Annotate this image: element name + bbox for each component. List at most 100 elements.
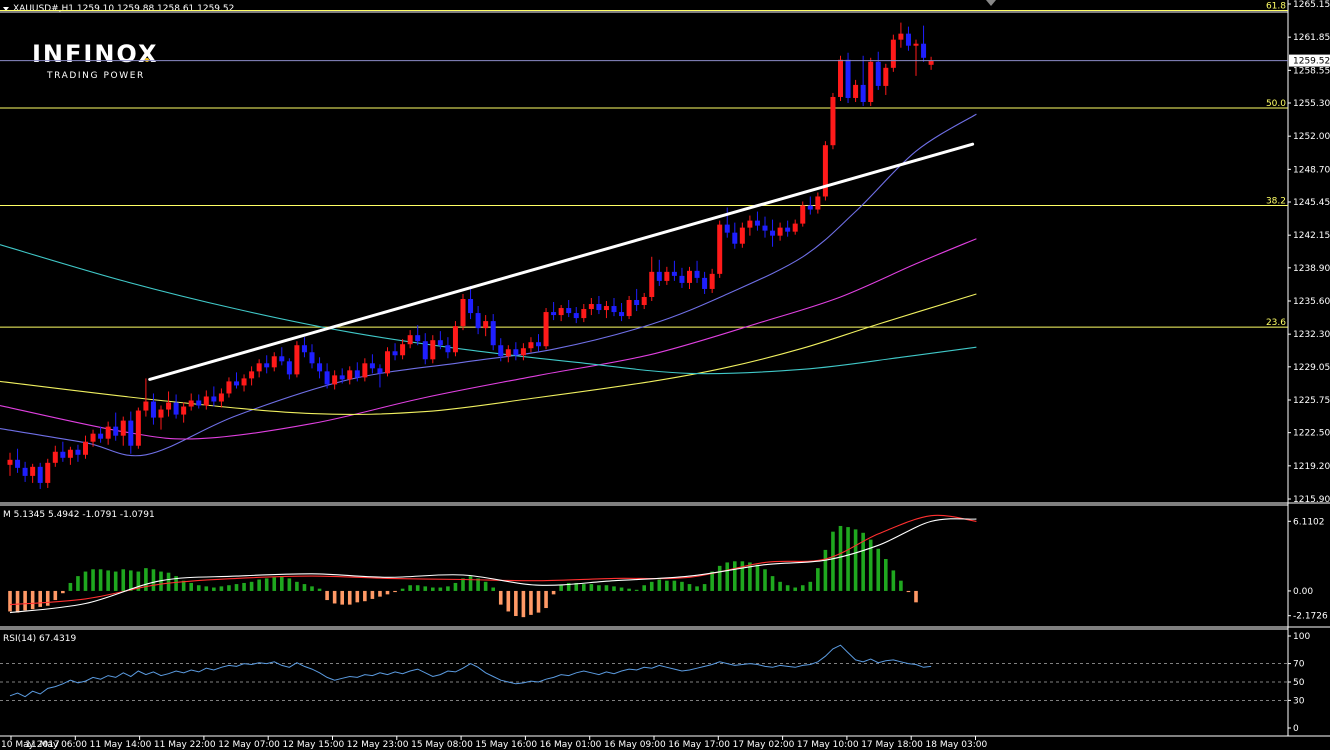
macd-histogram-bar [325, 590, 329, 601]
macd-histogram-bar [831, 531, 835, 591]
candle-body [649, 271, 655, 297]
macd-histogram-bar [227, 585, 231, 591]
candle-body [581, 309, 587, 319]
fib-level-label: 61.8 [1266, 2, 1286, 12]
time-tick-label: 17 May 18:00 [861, 740, 923, 750]
candle-body [838, 59, 843, 97]
rsi-tick-label: 70 [1293, 660, 1305, 670]
time-tick-label: 11 May 22:00 [154, 740, 216, 750]
candle-body [415, 335, 421, 342]
price-tick-label: 1265.15 [1293, 0, 1330, 10]
candle-body [150, 401, 156, 418]
macd-histogram-bar [680, 581, 684, 591]
candle-body [67, 449, 73, 458]
price-tick-label: 1222.50 [1293, 429, 1330, 439]
candle-body [475, 313, 481, 329]
candle-body [543, 312, 549, 347]
candle-body [377, 368, 383, 374]
candle-body [30, 466, 36, 476]
macd-histogram-bar [740, 561, 745, 591]
candle-body [294, 345, 300, 375]
candle-body [354, 370, 360, 378]
candle-body [324, 371, 330, 385]
macd-signal-line [9, 514, 977, 606]
candle-body [875, 61, 881, 86]
macd-histogram-bar [91, 569, 95, 591]
candle-body [249, 371, 255, 379]
time-tick-label: 11 May 14:00 [90, 740, 152, 750]
macd-histogram-bar [906, 590, 911, 593]
triangle-down-icon[interactable] [3, 7, 9, 11]
candle-body [203, 396, 209, 406]
macd-histogram-bar [98, 569, 103, 591]
candle-body [770, 230, 776, 236]
macd-histogram-bar [106, 570, 110, 591]
candle-body [437, 340, 443, 346]
macd-header-text: M 5.1345 5.4942 -1.0791 -1.0791 [3, 510, 155, 520]
candle-body [181, 406, 187, 415]
candle-body [90, 433, 96, 442]
current-price-label: 1259.52 [1293, 57, 1330, 67]
macd-histogram-bar [566, 582, 571, 591]
macd-histogram-bar [415, 585, 420, 591]
macd-histogram-bar [755, 564, 760, 591]
macd-histogram-bar [378, 590, 382, 597]
macd-histogram-bar [121, 569, 126, 591]
price-tick-label: 1255.30 [1293, 99, 1330, 109]
macd-histogram-bar [453, 582, 458, 591]
candle-body [7, 459, 13, 465]
macd-histogram-bar [30, 590, 35, 610]
macd-histogram-bar [446, 586, 450, 591]
macd-histogram-bar [717, 565, 722, 591]
macd-histogram-bar [642, 585, 646, 591]
rsi-axis: 100 70 50 30 0 [1288, 632, 1310, 734]
candle-body [860, 84, 866, 102]
macd-histogram-bar [272, 577, 277, 591]
macd-histogram-bar [423, 586, 428, 591]
macd-histogram-bar [899, 580, 903, 591]
time-tick-label: 15 May 08:00 [411, 740, 473, 750]
candle-body [536, 342, 541, 347]
price-tick-label: 1252.00 [1293, 132, 1330, 142]
price-tick-label: 1225.75 [1293, 396, 1330, 406]
candle-body [460, 298, 466, 327]
macd-histogram-bar [491, 587, 495, 591]
candle-body [256, 363, 262, 372]
candle-body [754, 220, 760, 226]
candle-body [264, 363, 270, 368]
candle-body [573, 313, 579, 319]
candle-body [369, 363, 375, 369]
candle-body [905, 33, 911, 46]
macd-histogram-bar [846, 527, 850, 591]
trendline[interactable] [148, 142, 975, 381]
candle-body [226, 381, 232, 394]
macd-histogram-bar [45, 590, 50, 606]
macd-histogram-bar [808, 581, 813, 591]
macd-histogram-bar [38, 590, 42, 607]
macd-histogram-bar [53, 590, 58, 601]
candle-body [785, 227, 791, 232]
candle-body [173, 402, 179, 415]
logo-tagline: TRADING POWER [46, 71, 145, 81]
macd-histogram-bar [521, 590, 526, 618]
macd-histogram-bar [785, 585, 790, 591]
candle-body [717, 224, 723, 274]
moving-average-line [0, 113, 977, 457]
candle-body [687, 270, 692, 283]
macd-histogram-bar [657, 579, 662, 591]
macd-panel [8, 514, 977, 618]
moving-average-line [0, 244, 977, 375]
macd-histogram-bar [181, 580, 186, 591]
candle-body [505, 349, 511, 357]
candle-body [113, 426, 119, 436]
logo-dot [145, 58, 149, 62]
macd-header: M 5.1345 5.4942 -1.0791 -1.0791 [3, 510, 155, 520]
macd-line [9, 518, 977, 614]
rsi-tick-label: 50 [1293, 678, 1305, 688]
price-tick-label: 1238.90 [1293, 264, 1330, 274]
shift-marker-icon[interactable] [986, 0, 996, 6]
candle-body [286, 361, 292, 375]
macd-axis: 6.1102 0.00 -2.1726 [1288, 517, 1328, 622]
